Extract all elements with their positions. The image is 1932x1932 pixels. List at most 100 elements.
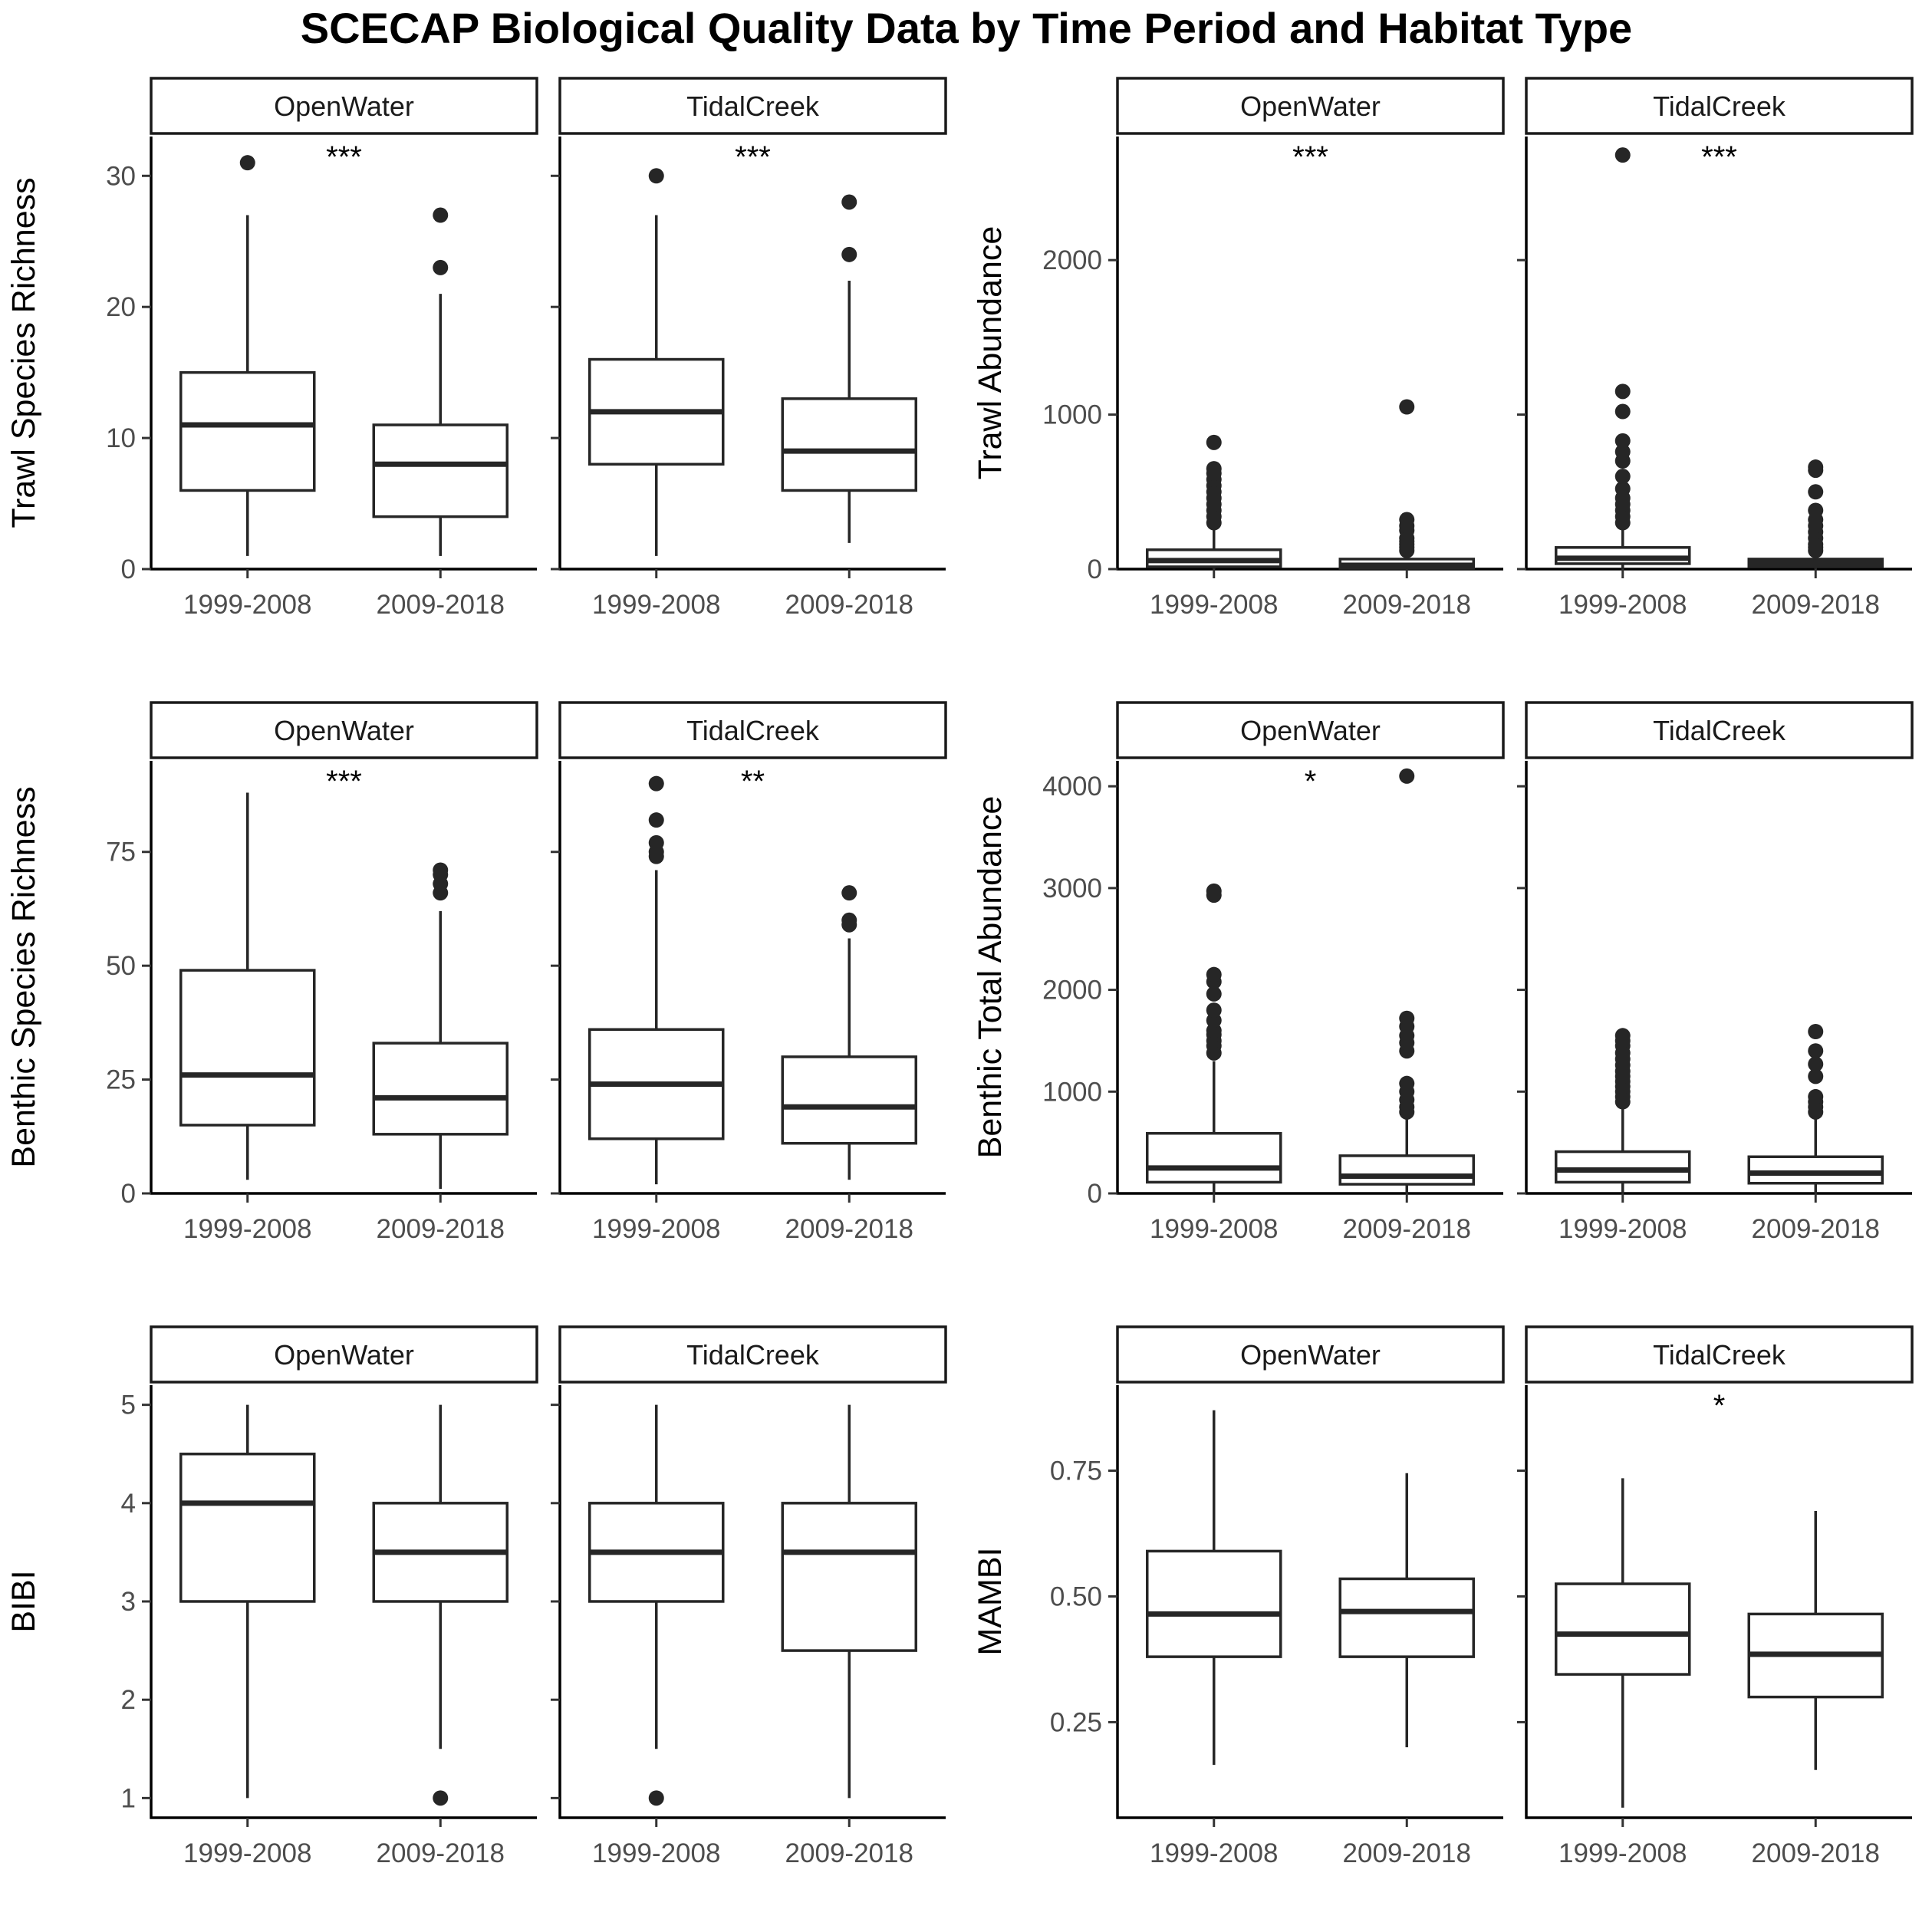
box-1999-2008 xyxy=(1555,1478,1691,1808)
box-2009-2018 xyxy=(1747,459,1884,569)
x-tick-label: 1999-2008 xyxy=(1558,590,1687,620)
facet-openwater: OpenWater 0.25 0.50 0.75 1999-2008 2009-2018 xyxy=(1050,1325,1505,1868)
facet-strip-label: TidalCreek xyxy=(1653,91,1786,122)
facet-openwater: OpenWater 0 10 20 30 1999-2008 2009-2018 *** xyxy=(106,77,538,620)
outlier-point xyxy=(841,194,857,210)
facet-strip xyxy=(1116,1325,1505,1384)
box-2009-2018 xyxy=(1747,1510,1884,1770)
y-tick-label: 3000 xyxy=(1042,874,1102,903)
x-tick-label: 2009-2018 xyxy=(377,1838,505,1868)
box-iqr xyxy=(372,1042,509,1136)
outlier-point xyxy=(1808,1023,1824,1039)
outlier-point xyxy=(1399,512,1415,528)
facet-strip xyxy=(558,1325,947,1384)
y-tick-label: 10 xyxy=(106,423,136,453)
facet-strip-label: TidalCreek xyxy=(1653,715,1786,746)
box-1999-2008 xyxy=(1146,434,1282,569)
facet-strip-label: TidalCreek xyxy=(686,91,820,122)
facet-tidalcreek: TidalCreek 1999-2008 2009-2018 * xyxy=(1517,1325,1914,1868)
outlier-point xyxy=(1399,1010,1415,1026)
box-2009-2018 xyxy=(372,1404,509,1806)
y-axis-label: MAMBI xyxy=(972,1548,1009,1656)
x-tick-label: 1999-2008 xyxy=(592,590,720,620)
outlier-point xyxy=(239,155,255,171)
outlier-point xyxy=(648,1790,664,1806)
facet-strip-label: OpenWater xyxy=(1240,91,1381,122)
facet-tidalcreek: TidalCreek 1999-2008 2009-2018 ** xyxy=(551,701,947,1244)
significance-label: *** xyxy=(1292,140,1328,174)
y-axis-label: Trawl Abundance xyxy=(972,226,1009,480)
y-axis-label: Benthic Total Abundance xyxy=(972,796,1009,1159)
x-tick-label: 1999-2008 xyxy=(1150,590,1278,620)
outlier-point xyxy=(1206,1002,1222,1019)
facet-strip xyxy=(1525,77,1914,135)
box-iqr xyxy=(1338,1577,1475,1658)
outlier-point xyxy=(841,912,857,928)
x-tick-label: 2009-2018 xyxy=(785,1838,913,1868)
outlier-point xyxy=(1614,1028,1631,1044)
x-tick-label: 2009-2018 xyxy=(1752,590,1880,620)
y-axis-label: BIBI xyxy=(5,1570,42,1632)
y-tick-label: 0.25 xyxy=(1050,1707,1102,1737)
y-tick-label: 0.50 xyxy=(1050,1581,1102,1611)
outlier-point xyxy=(1808,1043,1824,1059)
significance-label: *** xyxy=(735,140,771,174)
facet-tidalcreek: TidalCreek 1999-2008 2009-2018 xyxy=(551,1325,947,1868)
x-tick-label: 1999-2008 xyxy=(592,1838,720,1868)
outlier-point xyxy=(1808,1088,1824,1104)
panel-3: Benthic Total Abundance OpenWater 0 1000 200… xyxy=(972,701,1914,1244)
box-iqr xyxy=(1555,1150,1691,1184)
facet-strip xyxy=(558,77,947,135)
y-tick-label: 30 xyxy=(106,161,136,191)
box-iqr xyxy=(781,1502,917,1652)
outlier-point xyxy=(1808,1068,1824,1084)
outlier-point xyxy=(1206,966,1222,982)
y-tick-label: 1000 xyxy=(1042,1077,1102,1107)
box-2009-2018 xyxy=(781,1404,917,1799)
box-1999-2008 xyxy=(1555,147,1691,569)
significance-label: * xyxy=(1305,765,1317,798)
box-iqr xyxy=(1555,1582,1691,1676)
facet-strip xyxy=(1525,1325,1914,1384)
outlier-point xyxy=(1808,1056,1824,1072)
facet-strip-label: TidalCreek xyxy=(686,1339,820,1371)
outlier-point xyxy=(1399,768,1415,784)
outlier-point xyxy=(1808,459,1824,476)
outlier-point xyxy=(1614,469,1631,485)
facet-openwater: OpenWater 1 2 3 4 5 1999-2008 2009-2018 xyxy=(121,1325,538,1868)
outlier-point xyxy=(1399,399,1415,415)
x-tick-label: 1999-2008 xyxy=(183,590,311,620)
x-tick-label: 2009-2018 xyxy=(1343,590,1471,620)
y-tick-label: 3 xyxy=(121,1587,136,1617)
outlier-point xyxy=(433,259,449,275)
x-tick-label: 2009-2018 xyxy=(785,590,913,620)
x-tick-label: 1999-2008 xyxy=(183,1214,311,1244)
facet-strip xyxy=(1525,701,1914,759)
y-axis-label: Trawl Species Richness xyxy=(5,177,42,528)
facet-strip xyxy=(1116,701,1505,759)
outlier-point xyxy=(1808,484,1824,500)
y-tick-label: 0 xyxy=(121,1179,136,1209)
facet-tidalcreek: TidalCreek 1999-2008 2009-2018 *** xyxy=(551,77,947,620)
facet-openwater: OpenWater 0 1000 2000 1999-2008 2009-2018 *** xyxy=(1042,77,1505,620)
outlier-point xyxy=(433,1790,449,1806)
box-iqr xyxy=(372,423,509,518)
figure-title: SCECAP Biological Quality Data by Time P… xyxy=(301,4,1632,52)
panel-0: Trawl Species Richness OpenWater 0 10 20 30 19… xyxy=(5,77,947,620)
box-1999-2008 xyxy=(588,168,725,556)
outlier-point xyxy=(648,775,664,792)
y-tick-label: 25 xyxy=(106,1065,136,1095)
y-tick-label: 0.75 xyxy=(1050,1456,1102,1486)
outlier-point xyxy=(648,168,664,184)
facet-strip-label: OpenWater xyxy=(274,1339,414,1371)
y-axis-label: Benthic Species Richness xyxy=(5,786,42,1167)
y-tick-label: 2 xyxy=(121,1685,136,1715)
facet-strip-label: OpenWater xyxy=(274,715,414,746)
box-iqr xyxy=(1555,546,1691,565)
facet-strip xyxy=(150,1325,538,1384)
box-2009-2018 xyxy=(781,885,917,1180)
panel-5: MAMBI OpenWater 0.25 0.50 0.75 1999-2008 2009-… xyxy=(972,1325,1914,1868)
box-1999-2008 xyxy=(588,1404,725,1806)
y-tick-label: 4000 xyxy=(1042,772,1102,801)
